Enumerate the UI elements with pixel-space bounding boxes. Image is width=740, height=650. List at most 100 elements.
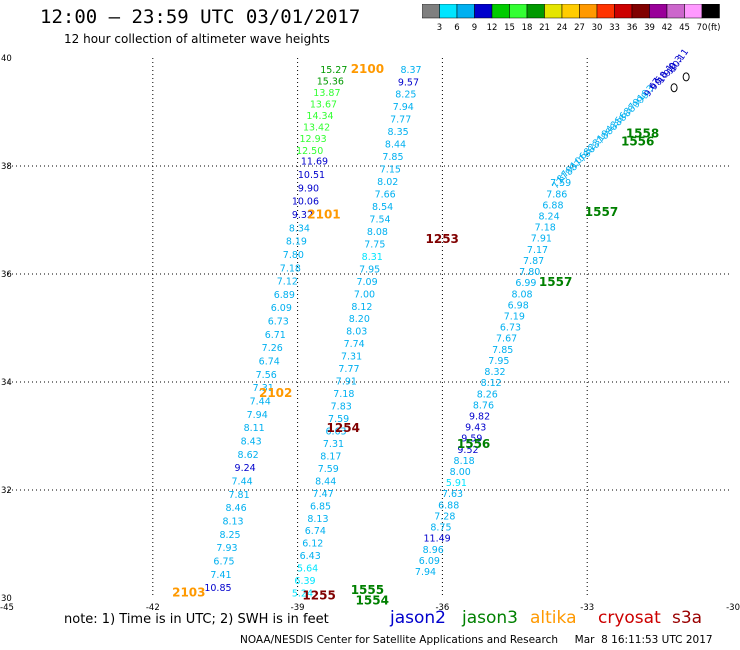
wave-height-point: 8.25 bbox=[395, 90, 416, 101]
y-tick-label: 30 bbox=[1, 594, 12, 604]
colorbar-tick-label: 24 bbox=[557, 23, 568, 33]
wave-height-point: 8.08 bbox=[511, 289, 532, 300]
wave-height-point: 7.95 bbox=[488, 356, 509, 367]
wave-height-point: 8.12 bbox=[481, 378, 502, 389]
wave-height-point: 5.24 bbox=[292, 589, 313, 600]
colorbar-tick-label: 45 bbox=[679, 23, 690, 33]
wave-height-point: 7.75 bbox=[364, 239, 385, 250]
colorbar-tick-label: 9 bbox=[472, 23, 477, 33]
wave-height-point: 6.73 bbox=[268, 317, 289, 328]
wave-height-point: 6.43 bbox=[300, 551, 321, 562]
wave-height-point: 6.88 bbox=[438, 500, 459, 511]
wave-height-point: 6.75 bbox=[213, 557, 234, 568]
wave-height-point: 6.12 bbox=[302, 539, 323, 550]
wave-height-point: 15.27 bbox=[320, 65, 347, 76]
wave-height-point: 7.18 bbox=[333, 389, 354, 400]
wave-height-point: 7.91 bbox=[531, 234, 552, 245]
wave-height-point: 6.74 bbox=[259, 357, 280, 368]
pass-number-label: 2103 bbox=[172, 586, 205, 600]
wave-height-point: 7.85 bbox=[492, 345, 513, 356]
wave-height-point: 7.44 bbox=[232, 477, 253, 488]
wave-height-point: 7.91 bbox=[336, 377, 357, 388]
satellite-legend-cryosat: cryosat bbox=[598, 608, 661, 628]
wave-height-point: 7.94 bbox=[393, 102, 414, 113]
satellite-legend-s3a: s3a bbox=[672, 608, 703, 628]
wave-height-point: 13.42 bbox=[303, 123, 330, 134]
wave-height-point: 8.96 bbox=[423, 545, 444, 556]
wave-height-point: 8.54 bbox=[372, 202, 393, 213]
wave-height-point: 6.88 bbox=[542, 200, 563, 211]
colorbar-tick-label: 18 bbox=[522, 23, 533, 33]
colorbar-tick-label: 42 bbox=[662, 23, 673, 33]
wave-height-point: 7.93 bbox=[216, 543, 237, 554]
wave-height-point: 8.25 bbox=[219, 530, 240, 541]
wave-height-point: 8.43 bbox=[241, 437, 262, 448]
wave-height-point: 10.85 bbox=[204, 583, 231, 594]
wave-height-point: 7.19 bbox=[504, 312, 525, 323]
wave-height-point: 8.08 bbox=[367, 227, 388, 238]
wave-height-point: 5.91 bbox=[446, 478, 467, 489]
wave-height-point: 13.87 bbox=[313, 88, 340, 99]
wave-height-point: 8.46 bbox=[225, 503, 246, 514]
wave-height-point: 7.63 bbox=[442, 489, 463, 500]
wave-height-point: 8.02 bbox=[377, 177, 398, 188]
wave-height-point: 5.64 bbox=[297, 564, 318, 575]
pass-number-label: 1254 bbox=[327, 421, 360, 435]
wave-height-point: 15.36 bbox=[317, 76, 344, 87]
wave-height-point: 6.09 bbox=[419, 556, 440, 567]
wave-height-point: 7.31 bbox=[341, 352, 362, 363]
pass-number-label: 1555 bbox=[351, 583, 384, 597]
pass-number-label: 2101 bbox=[307, 208, 340, 222]
wave-height-point: 8.11 bbox=[244, 423, 265, 434]
wave-height-point: 8.32 bbox=[484, 367, 505, 378]
wave-height-point: 9.57 bbox=[398, 77, 419, 88]
wave-height-point: 7.31 bbox=[323, 439, 344, 450]
wave-height-point: 7.17 bbox=[527, 245, 548, 256]
wave-height-point: 8.35 bbox=[388, 127, 409, 138]
colorbar-unit: (ft) bbox=[708, 23, 721, 33]
x-tick-label: -30 bbox=[726, 603, 740, 613]
wave-height-point: 7.15 bbox=[380, 165, 401, 176]
wave-height-point: 7.86 bbox=[546, 189, 567, 200]
colorbar-tick-label: 39 bbox=[644, 23, 655, 33]
wave-height-point: 11.69 bbox=[301, 157, 328, 168]
wave-height-point: 9.24 bbox=[235, 463, 256, 474]
colorbar-tick-label: 33 bbox=[609, 23, 620, 33]
wave-height-point: 7.59 bbox=[550, 178, 571, 189]
y-tick-label: 34 bbox=[1, 378, 12, 388]
wave-height-point: 6.85 bbox=[310, 501, 331, 512]
wave-height-point: 7.44 bbox=[250, 397, 271, 408]
wave-height-point: 6.09 bbox=[271, 303, 292, 314]
wave-height-point: 9.32 bbox=[292, 210, 313, 221]
wave-height-point: 8.03 bbox=[346, 327, 367, 338]
colorbar-tick-label: 36 bbox=[627, 23, 638, 33]
page-title: 12:00 – 23:59 UTC 03/01/2017 bbox=[40, 6, 361, 28]
wave-height-point: 7.95 bbox=[359, 264, 380, 275]
colorbar-tick-label: 27 bbox=[574, 23, 585, 33]
colorbar-tick-label: 3 bbox=[437, 23, 442, 33]
wave-height-point: 8.34 bbox=[289, 223, 310, 234]
wave-height-point: 7.09 bbox=[356, 277, 377, 288]
pass-number-label: 1557 bbox=[539, 275, 572, 289]
wave-height-point: 8.44 bbox=[315, 476, 336, 487]
island-outline bbox=[682, 72, 690, 82]
wave-height-point: 6.99 bbox=[515, 278, 536, 289]
wave-height-point: 8.62 bbox=[238, 450, 259, 461]
wave-height-point: 14.34 bbox=[306, 111, 333, 122]
units-note: note: 1) Time is in UTC; 2) SWH is in fe… bbox=[64, 612, 329, 627]
satellite-legend-jason2: jason2 bbox=[390, 608, 446, 628]
wave-height-point: 8.13 bbox=[222, 517, 243, 528]
wave-height-point: 12.50 bbox=[296, 146, 323, 157]
wave-height-point: 12.93 bbox=[300, 134, 327, 145]
wave-height-point: 9.52 bbox=[457, 445, 478, 456]
wave-height-point: 8.75 bbox=[430, 523, 451, 534]
wave-height-point: 10.51 bbox=[298, 170, 325, 181]
y-tick-label: 40 bbox=[1, 54, 12, 64]
wave-height-point: 6.74 bbox=[305, 526, 326, 537]
wave-height-point: 9.90 bbox=[298, 183, 319, 194]
wave-height-point: 7.81 bbox=[228, 490, 249, 501]
wave-height-point: 7.80 bbox=[519, 267, 540, 278]
color-scale-legend: 3 6 9 12 15 18 21 24 27 30 33 36 39 42 45 70 (ft) bbox=[422, 4, 721, 33]
wave-height-point: 7.94 bbox=[415, 567, 436, 578]
